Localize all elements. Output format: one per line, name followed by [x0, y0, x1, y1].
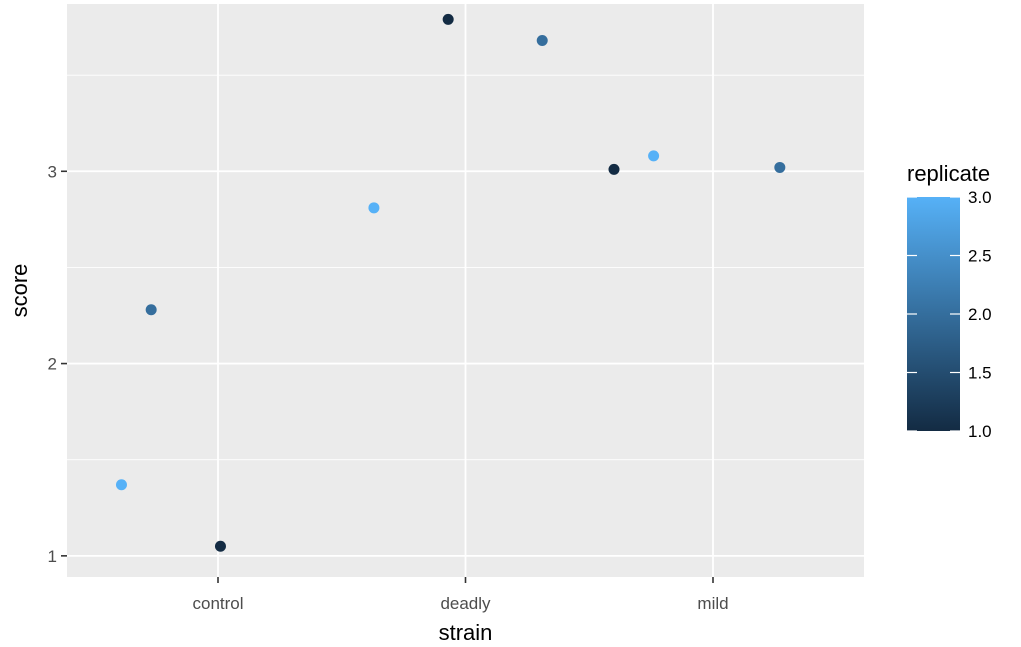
data-point [536, 35, 548, 47]
y-tick-label: 2 [48, 355, 57, 374]
data-point [368, 202, 380, 214]
legend-tick-label: 2.0 [968, 305, 992, 324]
major-gridlines [67, 4, 864, 577]
y-tick-label: 3 [48, 162, 57, 181]
x-tick-label: deadly [440, 594, 491, 613]
data-points [115, 13, 786, 552]
y-axis: 1 2 3 [48, 162, 67, 566]
legend-tick-label: 1.0 [968, 422, 992, 441]
x-tick-label: control [192, 594, 243, 613]
color-legend: replicate 1.0 1.5 2.0 2.5 3.0 [907, 161, 992, 441]
legend-tick-label: 2.5 [968, 247, 992, 266]
x-axis: control deadly mild [192, 577, 729, 613]
data-point [648, 150, 660, 162]
data-point [115, 479, 127, 491]
data-point [442, 13, 454, 25]
data-point [214, 540, 226, 552]
legend-tick-label: 1.5 [968, 364, 992, 383]
data-point [145, 304, 157, 316]
x-tick-label: mild [697, 594, 728, 613]
legend-tick-label: 3.0 [968, 188, 992, 207]
x-axis-title: strain [439, 620, 493, 645]
data-point [608, 163, 620, 175]
data-point [774, 161, 786, 173]
y-axis-title: score [7, 264, 32, 318]
legend-ticks: 1.0 1.5 2.0 2.5 3.0 [907, 188, 992, 441]
legend-title: replicate [907, 161, 990, 186]
y-tick-label: 1 [48, 547, 57, 566]
